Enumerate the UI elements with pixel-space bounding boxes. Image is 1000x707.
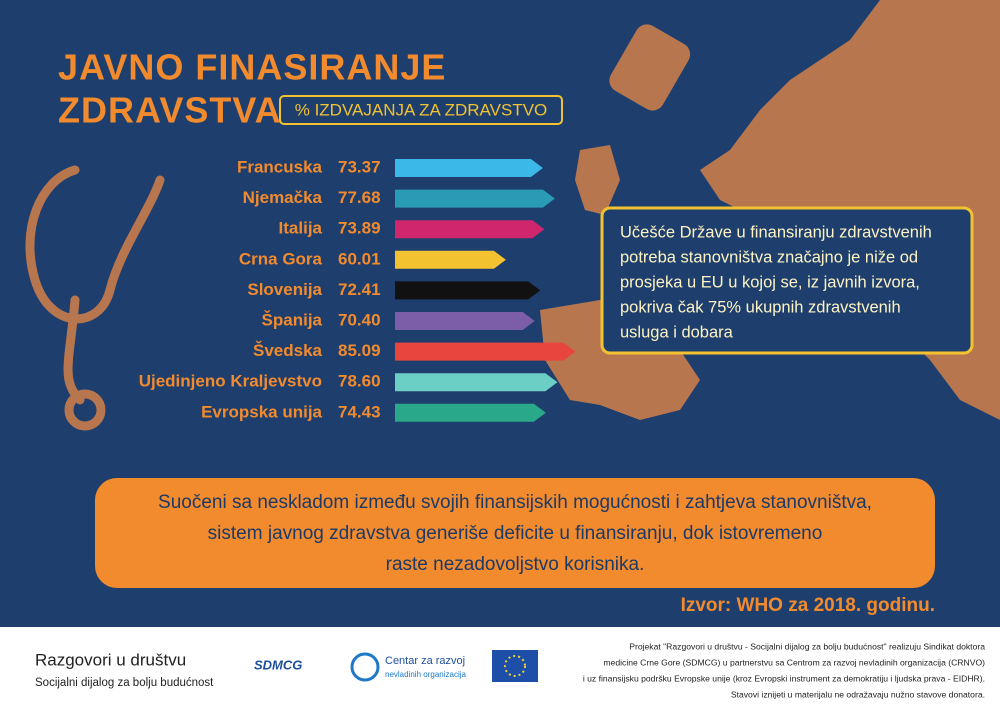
value-label: 77.68: [338, 188, 381, 207]
banner-box: [95, 478, 935, 588]
sdmcg-logo: SDMCG: [254, 657, 302, 672]
category-label: Njemačka: [243, 188, 323, 207]
eu-stars: [504, 655, 526, 677]
crnvo-logo-icon: [350, 652, 380, 682]
value-label: 85.09: [338, 341, 381, 360]
project-tagline: Socijalni dijalog za bolju budućnost: [35, 677, 214, 689]
crnvo-logo: Centar za razvoj: [385, 655, 465, 667]
footer-note-line: i uz finansijsku podršku Evropske unije …: [583, 673, 985, 683]
banner-line: raste nezadovoljstvo korisnika.: [386, 554, 645, 575]
category-label: Evropska unija: [201, 402, 322, 421]
bar: [395, 373, 558, 392]
bar: [395, 403, 546, 422]
category-label: Švedska: [253, 341, 323, 360]
callout-box: [600, 206, 974, 355]
value-label: 73.37: [338, 157, 381, 176]
footer-note-line: medicine Crne Gore (SDMCG) u partnerstvu…: [603, 657, 985, 667]
callout-line: usluga i dobara: [620, 323, 734, 341]
callout-line: prosjeka u EU u kojoj se, iz javnih izvo…: [620, 273, 920, 291]
callout-line: pokriva čak 75% ukupnih zdravstvenih: [620, 298, 901, 316]
footer-note: Projekat "Razgovori u društvu - Socijaln…: [583, 641, 985, 699]
value-label: 73.89: [338, 219, 381, 238]
value-label: 60.01: [338, 249, 381, 268]
bar: [395, 312, 535, 330]
category-label: Slovenija: [247, 280, 322, 299]
value-label: 70.40: [338, 310, 381, 329]
title-line: ZDRAVSTVA: [58, 90, 282, 131]
banner-line: sistem javnog zdravstva generiše deficit…: [208, 523, 823, 544]
eu-flag: [492, 650, 538, 682]
bar: [395, 281, 541, 300]
bar: [395, 250, 506, 269]
category-label: Španija: [262, 310, 323, 329]
callout-line: potreba stanovništva značajno je niže od: [620, 248, 918, 266]
bar: [395, 189, 555, 208]
project-name: Razgovori u društvu: [35, 650, 186, 669]
crnvo-logo: nevladinih organizacija: [385, 670, 466, 679]
subtitle-box: [279, 95, 563, 125]
title-line: JAVNO FINASIRANJE: [58, 47, 446, 88]
category-label: Crna Gora: [239, 249, 323, 268]
bar: [395, 342, 576, 361]
bar-chart: Francuska 73.37 Njemačka 77.68 Italija 73.89 C…: [139, 157, 576, 422]
category-label: Francuska: [237, 157, 323, 176]
iv-bag-decoration: [609, 24, 691, 111]
source: Izvor: WHO za 2018. godinu.: [681, 595, 935, 616]
callout: Učešće Države u finansiranju zdravstveni…: [620, 223, 932, 341]
category-label: Ujedinjeno Kraljevstvo: [139, 372, 322, 391]
footer-note-line: Stavovi iznijeti u materijalu ne odražav…: [731, 689, 985, 699]
footer-note-line: Projekat "Razgovori u društvu - Socijaln…: [629, 641, 985, 651]
callout-line: Učešće Države u finansiranju zdravstveni…: [620, 223, 932, 241]
banner-line: Suočeni sa neskladom između svojih finan…: [158, 492, 872, 513]
subtitle: % IZDVAJANJA ZA ZDRAVSTVO: [295, 100, 548, 119]
category-label: Italija: [279, 219, 323, 238]
bar: [395, 220, 545, 239]
banner: Suočeni sa neskladom između svojih finan…: [158, 492, 872, 575]
value-label: 74.43: [338, 402, 381, 421]
stethoscope-decoration: [25, 165, 165, 431]
value-label: 72.41: [338, 280, 381, 299]
value-label: 78.60: [338, 372, 381, 391]
bar: [395, 159, 543, 177]
